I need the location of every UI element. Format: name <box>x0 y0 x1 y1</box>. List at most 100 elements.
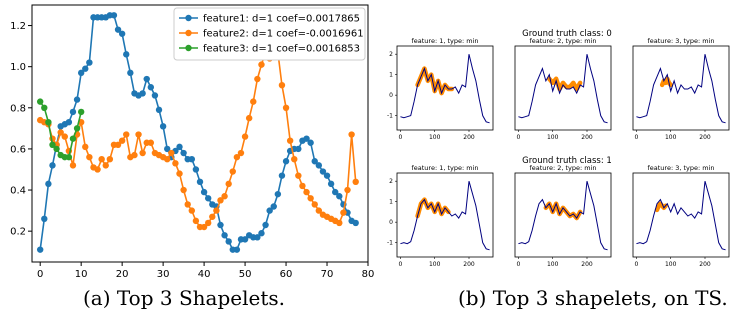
data-point-feature1 <box>352 219 359 227</box>
data-point-feature1 <box>77 69 85 77</box>
panel-frame <box>396 45 494 131</box>
panel-y-tick-label: 2 <box>389 51 393 58</box>
data-point-feature3 <box>65 153 73 161</box>
data-point-feature2 <box>229 168 236 175</box>
data-point-feature2 <box>180 186 187 194</box>
data-point-feature2 <box>82 143 89 151</box>
panel-x-tick-label: 200 <box>463 134 475 141</box>
y-tick-label: 1.2 <box>10 21 26 32</box>
data-point-feature1 <box>159 123 167 130</box>
legend-label-feature3: feature3: d=1 coef=0.0016853 <box>203 44 360 55</box>
data-point-feature2 <box>114 141 122 149</box>
data-point-feature2 <box>139 149 146 157</box>
time-series-line <box>518 181 608 251</box>
data-point-feature2 <box>307 195 314 202</box>
shapelet-highlight <box>547 76 583 92</box>
chart-a-legend: feature1: d=1 coef=0.0017865 feature2: d… <box>173 7 366 61</box>
panel-x-tick-label: 0 <box>517 261 521 268</box>
data-point-feature2 <box>340 209 347 216</box>
data-point-feature1 <box>204 195 212 202</box>
panel-title: feature: 2, type: min <box>529 37 596 45</box>
data-point-feature3 <box>49 141 56 149</box>
data-point-feature2 <box>221 193 228 200</box>
data-point-feature2 <box>303 188 310 196</box>
panel-x-tick-label: 100 <box>429 261 441 268</box>
data-point-feature1 <box>143 75 150 83</box>
data-point-feature1 <box>73 96 81 103</box>
data-point-feature2 <box>254 75 261 83</box>
data-point-feature2 <box>217 197 224 204</box>
data-point-feature1 <box>82 65 89 72</box>
data-point-feature1 <box>176 143 183 151</box>
data-point-feature2 <box>200 223 208 231</box>
data-point-feature1 <box>86 59 93 66</box>
data-point-feature1 <box>69 108 77 116</box>
data-point-feature2 <box>348 131 355 138</box>
data-point-feature2 <box>295 172 302 179</box>
data-point-feature1 <box>36 246 44 253</box>
data-point-feature1 <box>323 172 331 179</box>
data-point-feature1 <box>307 139 314 146</box>
data-point-feature1 <box>258 230 265 237</box>
data-point-feature2 <box>282 104 290 112</box>
data-point-feature2 <box>98 156 105 163</box>
data-point-feature1 <box>139 90 146 97</box>
data-point-feature2 <box>245 114 253 122</box>
panel-r0-c2: feature: 3, type: min 0 100 200 <box>632 37 730 141</box>
data-point-feature2 <box>237 149 245 157</box>
data-point-feature2 <box>278 81 286 89</box>
legend-label-feature2: feature2: d=1 coef=-0.0016961 <box>203 29 364 40</box>
x-tick-label: 0 <box>37 269 43 280</box>
data-point-feature1 <box>241 236 249 243</box>
data-point-feature1 <box>192 166 200 173</box>
data-point-feature1 <box>147 84 155 91</box>
data-point-feature2 <box>204 219 212 227</box>
data-point-feature2 <box>188 207 196 214</box>
data-point-feature1 <box>295 145 302 153</box>
panel-x-tick-label: 100 <box>547 134 559 141</box>
data-point-feature2 <box>213 207 220 214</box>
data-point-feature1 <box>180 149 187 157</box>
panel-y-tick-label: 0 <box>389 219 393 226</box>
data-point-feature2 <box>336 219 343 227</box>
data-point-feature3 <box>36 98 44 105</box>
data-point-feature2 <box>225 180 232 188</box>
row-title-class-1: Ground truth class: 1 <box>522 156 612 166</box>
data-point-feature1 <box>233 246 241 253</box>
data-point-feature2 <box>291 156 298 163</box>
panel-x-tick-label: 0 <box>399 261 403 268</box>
data-point-feature1 <box>254 234 261 241</box>
data-point-feature1 <box>327 180 335 188</box>
panel-frame <box>396 172 494 258</box>
panel-frame <box>514 45 612 131</box>
data-point-feature2 <box>94 166 101 173</box>
panel-y-tick-label: -1 <box>387 113 393 120</box>
data-point-feature2 <box>352 178 359 186</box>
data-point-feature1 <box>221 232 228 239</box>
data-point-feature2 <box>147 139 155 146</box>
data-point-feature2 <box>168 149 175 157</box>
data-point-feature2 <box>299 182 306 190</box>
data-point-feature2 <box>250 98 257 105</box>
data-point-feature1 <box>123 51 130 58</box>
data-point-feature2 <box>192 217 200 225</box>
legend-box <box>173 7 366 61</box>
data-point-feature1 <box>155 106 163 114</box>
data-point-feature1 <box>118 30 126 37</box>
data-point-feature1 <box>127 69 134 77</box>
y-tick-label: 0.4 <box>10 186 26 197</box>
chart-a-lines <box>36 12 359 253</box>
data-point-feature1 <box>311 158 318 165</box>
data-point-feature3 <box>73 125 81 132</box>
data-point-feature1 <box>266 207 273 214</box>
panel-r1-c0: feature: 1, type: min 0 100 200 -1 0 1 2 <box>387 164 494 268</box>
data-point-feature2 <box>102 162 109 169</box>
x-tick-label: 60 <box>280 269 293 280</box>
legend-label-feature1: feature1: d=1 coef=0.0017865 <box>203 14 360 25</box>
panel-title: feature: 3, type: min <box>647 164 714 172</box>
data-point-feature2 <box>209 213 216 220</box>
data-point-feature1 <box>270 203 277 210</box>
data-point-feature2 <box>164 156 171 163</box>
panel-frame <box>632 45 730 131</box>
panel-x-tick-label: 200 <box>699 134 711 141</box>
